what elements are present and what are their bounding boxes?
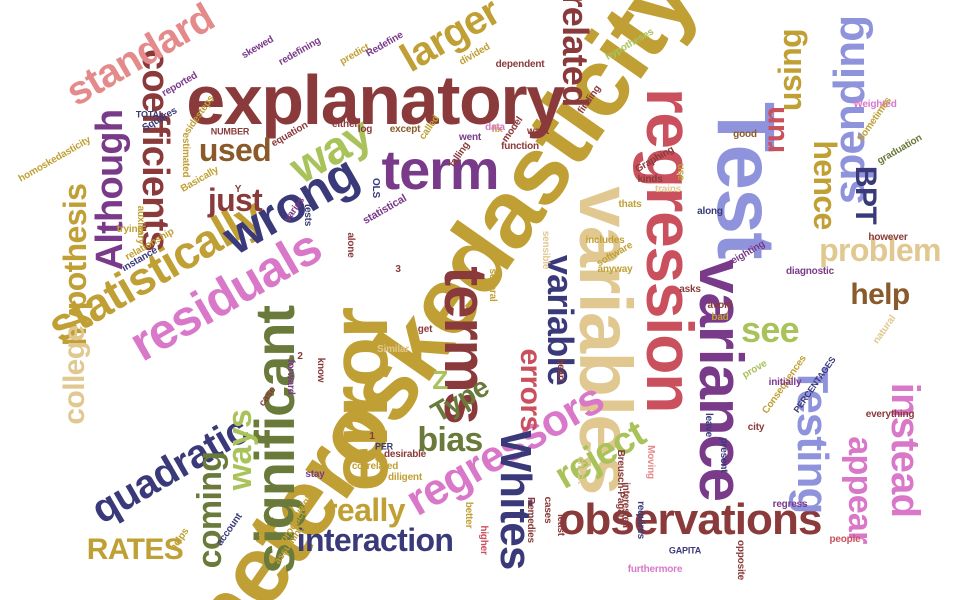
word-z: Z xyxy=(432,365,448,395)
word-auxiliary: auxiliary xyxy=(135,205,146,245)
word-rates: RATES xyxy=(86,533,184,566)
word-everything: everything xyxy=(865,409,915,420)
word-heart: heart xyxy=(555,358,566,382)
word-people: people xyxy=(829,534,861,545)
word-college: college xyxy=(58,325,91,425)
word-however: however xyxy=(868,232,908,243)
word-weighted: Weighted xyxy=(853,99,897,110)
word-graduation: graduation xyxy=(875,132,925,167)
word-1: 1 xyxy=(369,431,375,442)
word-although: Although xyxy=(89,109,131,271)
word-homoskedasticity: homoskedasticity xyxy=(16,134,93,185)
word-errors: errors xyxy=(514,348,547,432)
word-function: function xyxy=(501,141,539,152)
word-interaction: interaction xyxy=(296,522,454,558)
word-trains: trains xyxy=(654,184,682,195)
word-remedies: Remedies xyxy=(525,497,536,543)
word-similar: Similar xyxy=(377,344,409,355)
word-city: city xyxy=(747,422,765,433)
word-furthermore: furthermore xyxy=(627,564,683,575)
word-used: used xyxy=(198,132,272,168)
word-ols: OLS xyxy=(370,178,381,198)
word-instead: instead xyxy=(883,382,927,518)
word-know: know xyxy=(315,357,326,383)
word-includes: includes xyxy=(585,235,625,246)
word-stay: stay xyxy=(305,469,325,480)
word-natural: natural xyxy=(870,313,899,346)
word-skewed: skewed xyxy=(239,34,276,62)
word-run: run xyxy=(758,106,791,154)
word-went: went xyxy=(459,132,481,143)
word-want: want xyxy=(527,126,549,137)
word-desirable: desirable xyxy=(383,449,427,460)
word-regress: regress xyxy=(772,499,808,510)
word-asks: asks xyxy=(679,284,701,295)
word-coming: coming xyxy=(191,451,229,569)
word-term: term xyxy=(381,138,500,201)
word-bad: bad xyxy=(711,312,729,323)
word-log: log xyxy=(357,124,373,135)
word-alone: alone xyxy=(345,232,356,258)
word-explanatory: explanatory xyxy=(186,61,565,139)
word-either: either xyxy=(331,119,359,130)
word-bpt: BPT xyxy=(849,165,882,225)
word-present: present xyxy=(718,437,729,473)
word-forward: forward xyxy=(285,359,296,395)
word-thats: thats xyxy=(618,199,642,210)
word-just: just xyxy=(207,182,263,218)
word-bias: bias xyxy=(417,421,483,459)
word-hypothesis: hypothesis xyxy=(57,183,93,347)
word-total: TOTAL xyxy=(135,109,165,120)
word-moving: Moving xyxy=(645,445,656,479)
word-except: except xyxy=(389,124,421,135)
word-hence: hence xyxy=(807,140,843,230)
word-opposite: opposite xyxy=(735,539,746,581)
word-higher: higher xyxy=(478,525,489,555)
word-observations: observations xyxy=(558,495,822,544)
word-estimated: estimated xyxy=(180,132,191,178)
word-using: using xyxy=(772,28,808,112)
word-avoid: avoid xyxy=(707,300,733,311)
word-gapita: GAPITA xyxy=(668,545,702,556)
word-fix: fix xyxy=(491,124,503,135)
word-use: use xyxy=(675,163,686,181)
word-really: really xyxy=(325,492,405,528)
word-initially: initially xyxy=(768,377,802,388)
word-least: least xyxy=(555,514,566,536)
word-related: related xyxy=(555,0,596,107)
word-data: data xyxy=(485,122,505,133)
word-get: get xyxy=(417,324,433,335)
word-appear: appear xyxy=(841,436,879,544)
word-tests: tests xyxy=(302,203,313,227)
word-anyway: anyway xyxy=(597,264,633,275)
word-check: check xyxy=(575,456,586,484)
word-see: see xyxy=(741,309,800,350)
word-per: PER xyxy=(375,441,393,452)
word-help: help xyxy=(850,278,910,311)
word-leave: leave xyxy=(703,412,714,438)
word-several: several xyxy=(487,268,498,302)
word-trying: trying xyxy=(116,224,144,235)
word-y: Y xyxy=(234,184,242,195)
word-dependent: dependent xyxy=(495,59,545,70)
word-diagnostic: diagnostic xyxy=(785,266,835,277)
word-sensible: sensible xyxy=(540,230,551,270)
word-better: better xyxy=(463,501,474,529)
word-kinds: kinds xyxy=(637,174,663,185)
word-good: good xyxy=(733,129,757,140)
word-requires: requires xyxy=(635,501,646,539)
word-correlated: correlated xyxy=(351,461,399,472)
word-diligent: diligent xyxy=(388,472,422,483)
word-along: along xyxy=(697,206,723,217)
word-cases: cases xyxy=(542,496,553,524)
word-2: 2 xyxy=(297,351,303,362)
word-number: NUMBER xyxy=(210,126,250,137)
word-breusch-pagan: Breusch-Pagan xyxy=(615,449,626,521)
word-problem: problem xyxy=(819,232,941,268)
word-3: 3 xyxy=(395,264,401,275)
